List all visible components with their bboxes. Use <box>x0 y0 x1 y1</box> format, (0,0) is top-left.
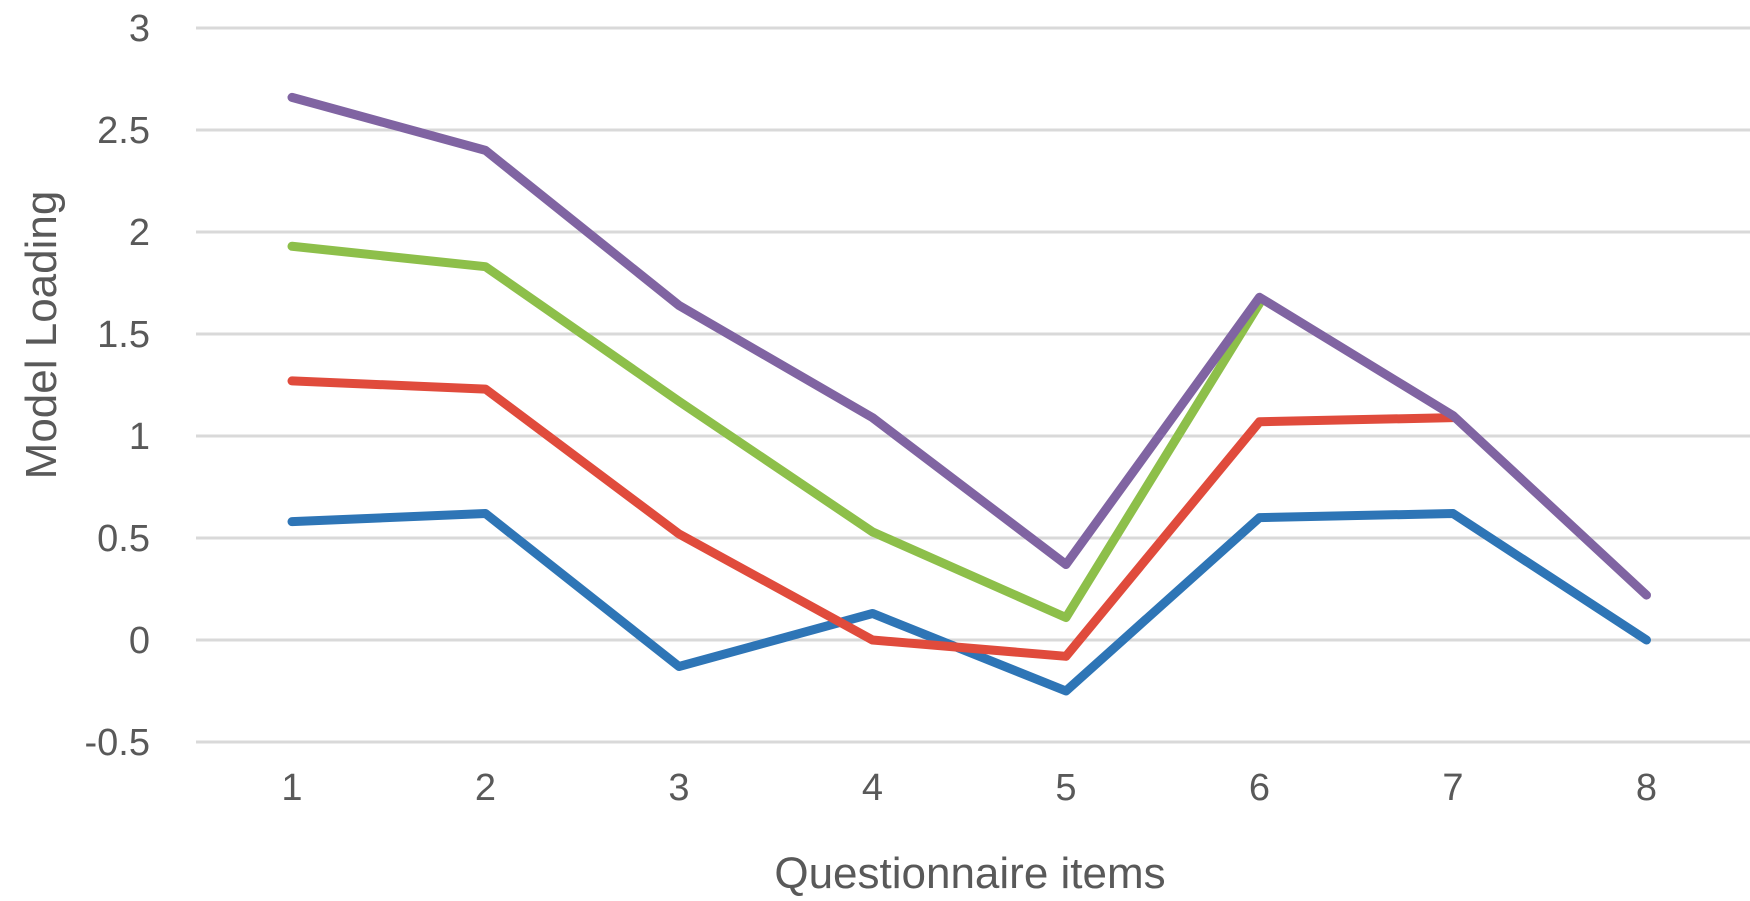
gridlines <box>196 26 1750 744</box>
y-tick-label: 0.5 <box>97 518 150 560</box>
y-tick-labels: 3 2.5 2 1.5 1 0.5 0 -0.5 <box>85 8 150 764</box>
y-tick-label: 3 <box>129 8 150 50</box>
series-line-1 <box>287 509 1651 696</box>
y-axis-title: Model Loading <box>17 191 66 480</box>
y-tick-label: 0 <box>129 620 150 662</box>
x-tick-label: 7 <box>1442 767 1463 809</box>
x-tick-labels: 1 2 3 4 5 6 7 8 <box>281 767 1657 809</box>
series-line-3 <box>287 241 1264 623</box>
y-tick-label: 1 <box>129 416 150 458</box>
x-axis-title: Questionnaire items <box>774 849 1165 898</box>
x-tick-label: 4 <box>862 767 883 809</box>
x-tick-label: 6 <box>1249 767 1270 809</box>
x-tick-label: 2 <box>475 767 496 809</box>
y-tick-label: 1.5 <box>97 314 150 356</box>
y-tick-label: 2 <box>129 212 150 254</box>
x-tick-label: 5 <box>1055 767 1076 809</box>
y-tick-label: -0.5 <box>85 722 150 764</box>
x-tick-label: 3 <box>668 767 689 809</box>
x-tick-label: 8 <box>1636 767 1657 809</box>
x-tick-label: 1 <box>281 767 302 809</box>
series-lines <box>287 92 1651 696</box>
series-line-4 <box>287 92 1651 600</box>
y-tick-label: 2.5 <box>97 110 150 152</box>
series-line-2 <box>287 376 1458 661</box>
